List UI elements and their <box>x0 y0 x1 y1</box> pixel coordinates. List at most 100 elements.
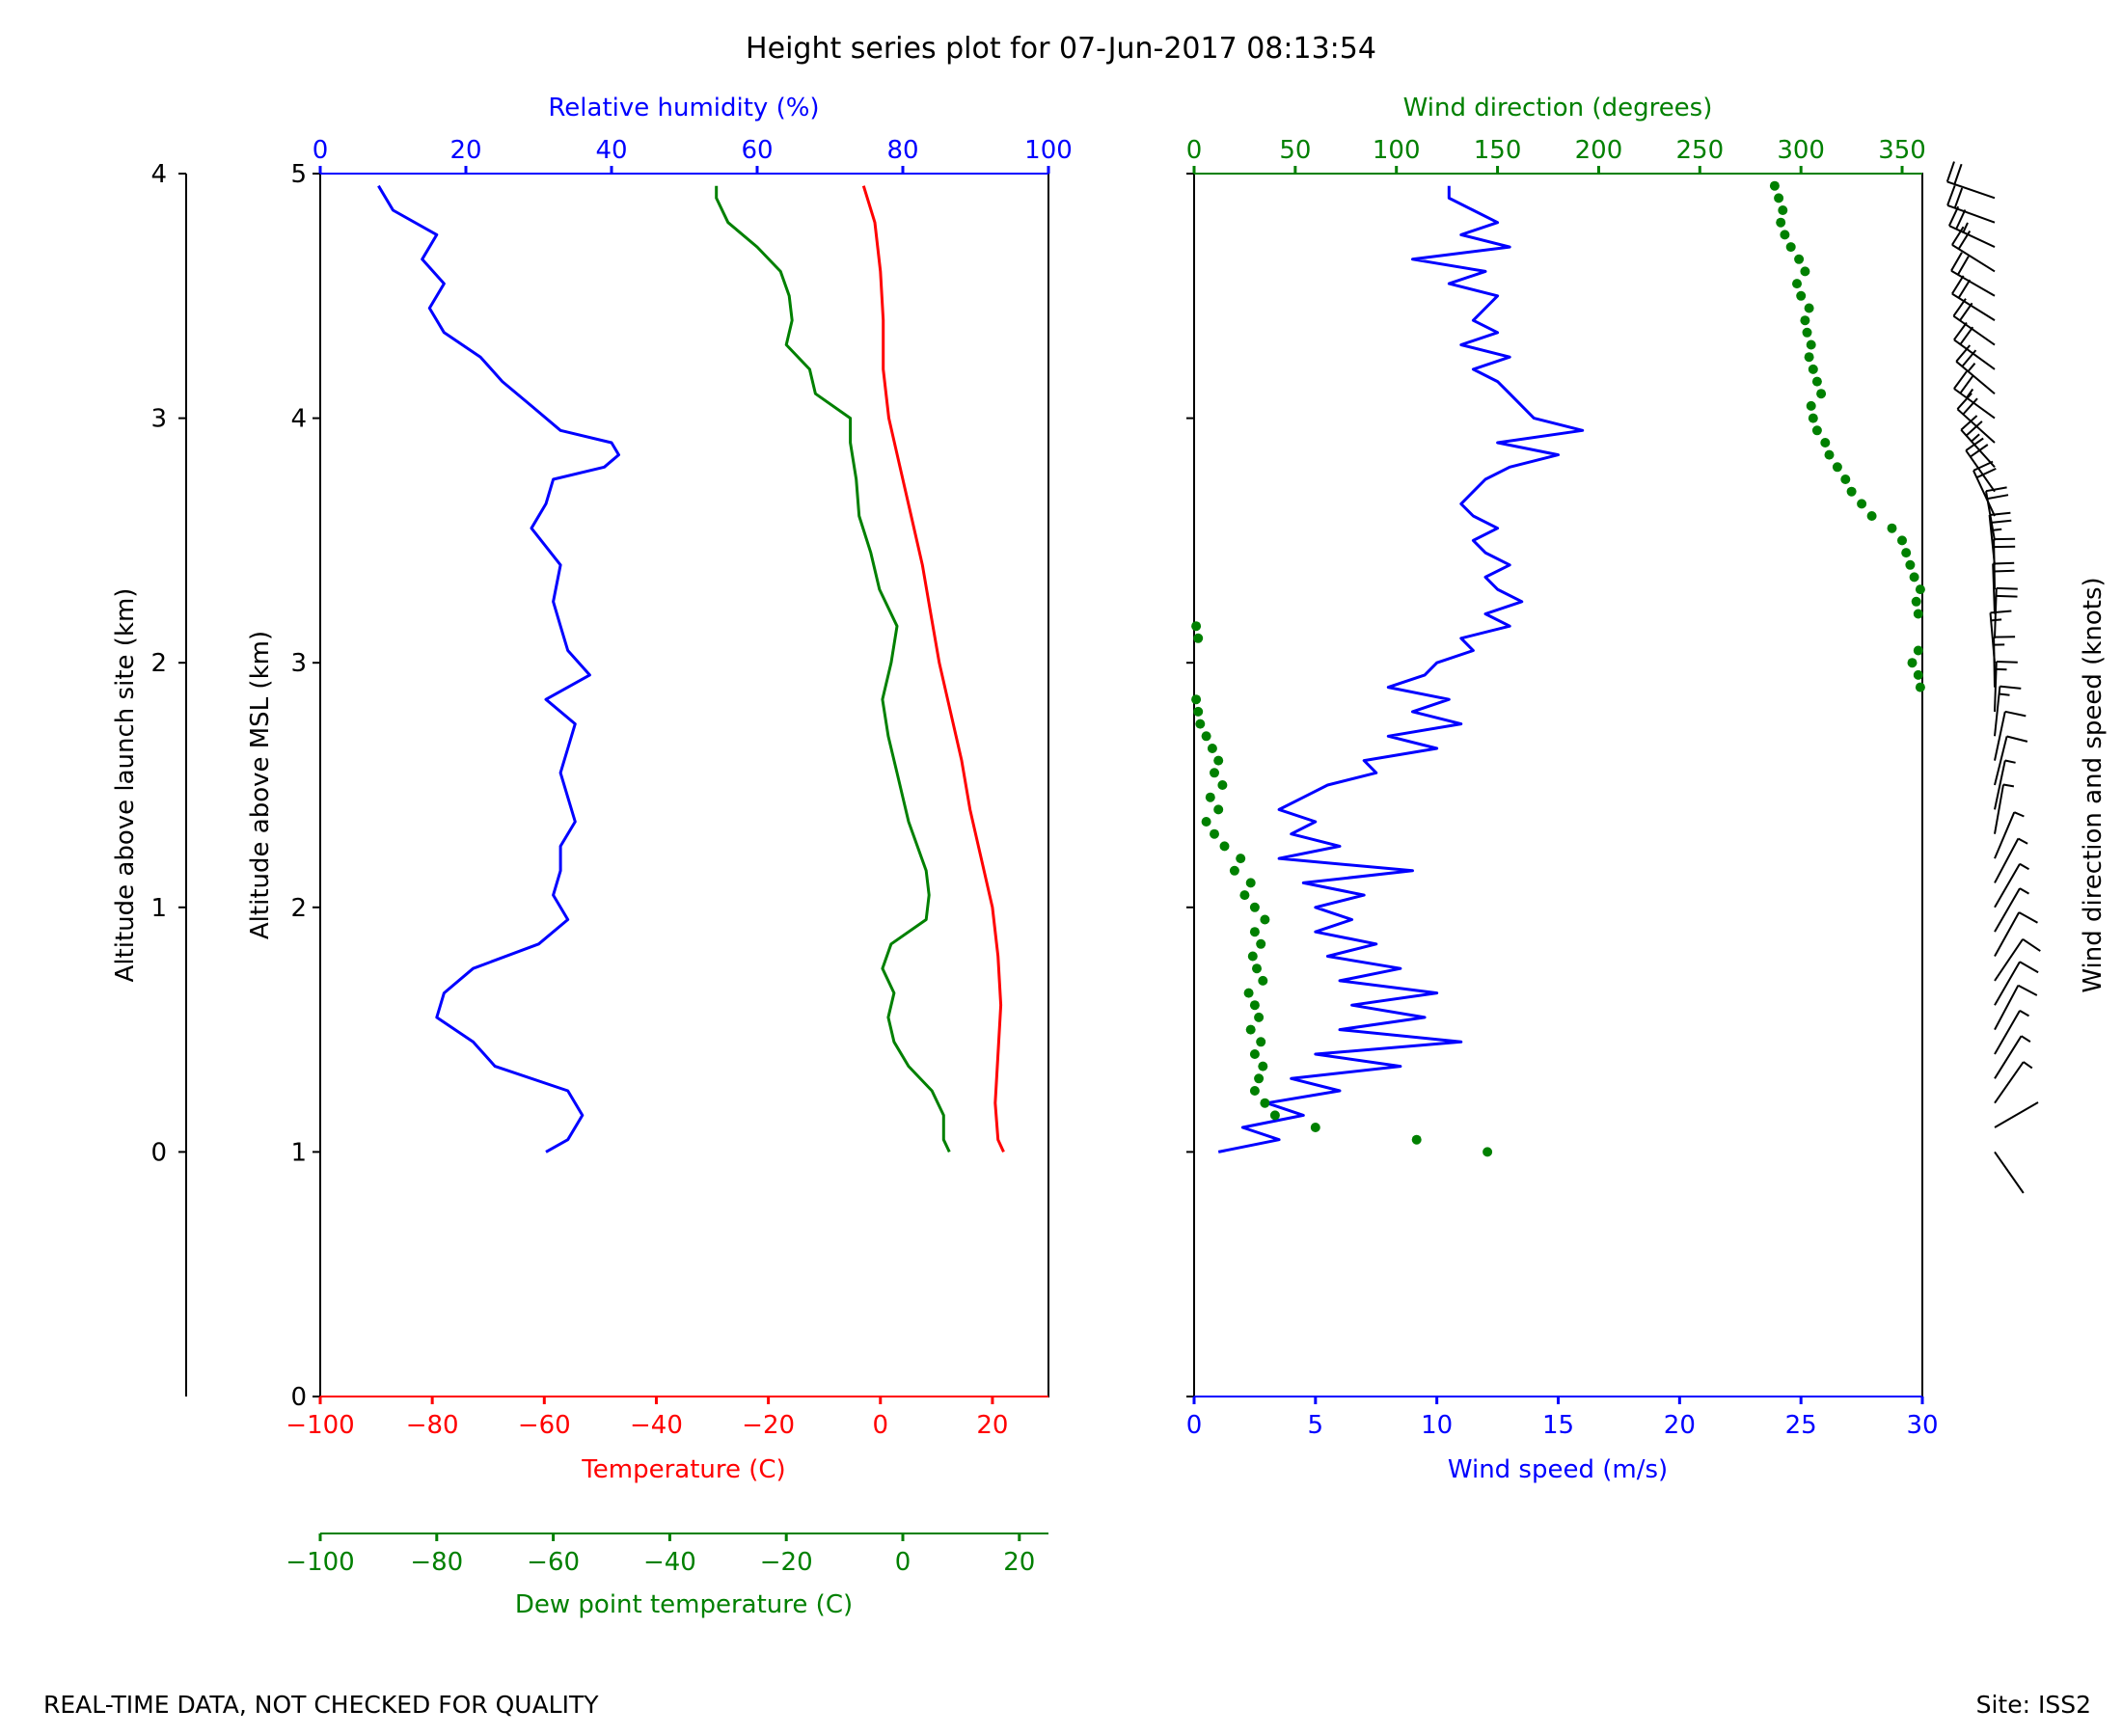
wind-barb-feather <box>1960 415 1978 431</box>
wind-direction-point <box>1245 878 1256 888</box>
wind-direction-point <box>1256 938 1266 949</box>
footer-quality-note: REAL-TIME DATA, NOT CHECKED FOR QUALITY <box>43 1691 599 1719</box>
wind-barb-feather <box>1946 184 1956 206</box>
wind-direction-point <box>1254 1073 1265 1084</box>
wind-speed-line <box>1217 185 1585 1153</box>
wind-barb <box>1994 887 2030 933</box>
wind-barb-staff <box>1994 985 2020 1031</box>
wind-barb <box>1994 1101 2039 1128</box>
wind-direction-point <box>1249 1000 1260 1011</box>
wind-barb-feather <box>1953 370 1968 390</box>
msl-tick-label: 1 <box>290 1138 307 1167</box>
wind-direction-point <box>1252 963 1262 974</box>
wind-direction-point <box>1840 475 1851 484</box>
msl-tick-label: 5 <box>290 160 307 189</box>
wind-barb-feather <box>1959 375 1974 394</box>
wind-barb-feather <box>2022 937 2041 952</box>
rh-tick-label: 80 <box>886 136 918 165</box>
wind-barb-feather <box>2002 783 2015 788</box>
wind-barb <box>1994 984 2038 1031</box>
wind-barb-staff <box>1994 1101 2039 1128</box>
wind-direction-point <box>1832 462 1842 473</box>
wind-direction-point <box>1210 828 1219 839</box>
wind-barb-staff <box>1994 811 2016 859</box>
wind-barb <box>1953 370 1996 420</box>
wind-direction-point <box>1483 1147 1493 1157</box>
wind-barb-axis-label: Wind direction and speed (knots) <box>2079 577 2108 992</box>
wind-direction-point <box>1857 499 1867 509</box>
wind-direction-point <box>1258 975 1268 986</box>
wind-direction-point <box>1210 768 1219 778</box>
wind-barb-feather <box>1990 519 2012 524</box>
dewpoint-line <box>715 185 951 1153</box>
launch-tick-label: 4 <box>150 160 167 189</box>
launch-tick-label: 2 <box>150 649 167 678</box>
wind-direction-point <box>1794 254 1805 264</box>
wind-direction-point <box>1811 425 1822 436</box>
wind-barb-feather <box>1975 467 1997 479</box>
wind-barb <box>1946 184 1996 224</box>
wind-barb <box>1951 226 1996 273</box>
wind-barb-feather <box>1965 420 1983 437</box>
wind-direction-point <box>1915 682 1925 692</box>
wind-direction-point <box>1249 902 1260 912</box>
wind-direction-point <box>1213 755 1224 766</box>
dewpoint-tick-label: −100 <box>286 1548 354 1577</box>
wind-direction-point <box>1778 205 1788 215</box>
wind-barb-staff <box>1989 612 1996 664</box>
wind-direction-point <box>1247 951 1258 962</box>
wind-direction-point <box>1243 988 1254 998</box>
temperature-tick-label: −80 <box>406 1411 459 1440</box>
wind-barb-feather <box>2013 811 2025 818</box>
wind-barb-feather <box>2004 710 2027 718</box>
wind-barb-staff <box>1994 1010 2021 1055</box>
wind-barb <box>1953 321 1996 370</box>
wind-barb-staff <box>1994 760 2006 810</box>
wind-direction-point <box>1802 327 1812 338</box>
wind-barb <box>1994 586 2018 638</box>
temperature-tick-label: −60 <box>518 1411 571 1440</box>
dewpoint-tick-label: −60 <box>527 1548 580 1577</box>
wind-barb-staff <box>1965 449 1996 493</box>
temperature-tick-label: −20 <box>742 1411 795 1440</box>
wind-barb-feather <box>2019 862 2030 871</box>
wind-barb-feather <box>1945 161 1955 182</box>
wind-barb-feather <box>1959 326 1974 345</box>
wind-barb-feather <box>2019 961 2039 974</box>
wind-direction-point <box>1254 1012 1265 1022</box>
wind-direction-point <box>1213 804 1224 815</box>
wind-barb-feather <box>1953 163 1963 185</box>
msl-tick-label: 4 <box>290 405 307 434</box>
wind-direction-point <box>1269 1110 1280 1121</box>
temperature-tick-label: 0 <box>872 1411 888 1440</box>
launch-axis-label: Altitude above launch site (km) <box>111 588 140 983</box>
wind-speed-tick-label: 10 <box>1421 1411 1453 1440</box>
wind-direction-tick-label: 150 <box>1474 136 1522 165</box>
launch-tick-label: 0 <box>150 1138 167 1167</box>
wind-barb-feather <box>1951 226 1965 246</box>
wind-direction-point <box>1256 1037 1266 1047</box>
wind-direction-tick-label: 300 <box>1777 136 1825 165</box>
wind-barb-feather <box>1957 279 1972 299</box>
wind-direction-point <box>1909 572 1919 583</box>
wind-direction-point <box>1866 511 1877 521</box>
wind-direction-point <box>1804 352 1814 363</box>
wind-barb-staff <box>1994 1151 2025 1194</box>
dewpoint-axis-label: Dew point temperature (C) <box>515 1590 853 1619</box>
dewpoint-tick-label: −20 <box>760 1548 813 1577</box>
dewpoint-tick-label: −40 <box>643 1548 696 1577</box>
wind-barb-feather <box>1972 460 1994 472</box>
wind-speed-tick-label: 20 <box>1664 1411 1696 1440</box>
wind-barb-staff <box>1951 244 1996 273</box>
wind-barb <box>1994 1035 2031 1079</box>
wind-direction-point <box>1911 596 1921 607</box>
wind-direction-point <box>1806 339 1816 350</box>
msl-axis-label: Altitude above MSL (km) <box>246 631 275 939</box>
figure-title: Height series plot for 07-Jun-2017 08:13… <box>746 32 1376 66</box>
wind-direction-point <box>1824 449 1835 460</box>
wind-barb <box>1960 415 1996 468</box>
wind-speed-tick-label: 30 <box>1906 1411 1938 1440</box>
wind-direction-point <box>1191 694 1202 705</box>
wind-direction-point <box>1260 1098 1270 1108</box>
wind-direction-point <box>1796 290 1807 301</box>
